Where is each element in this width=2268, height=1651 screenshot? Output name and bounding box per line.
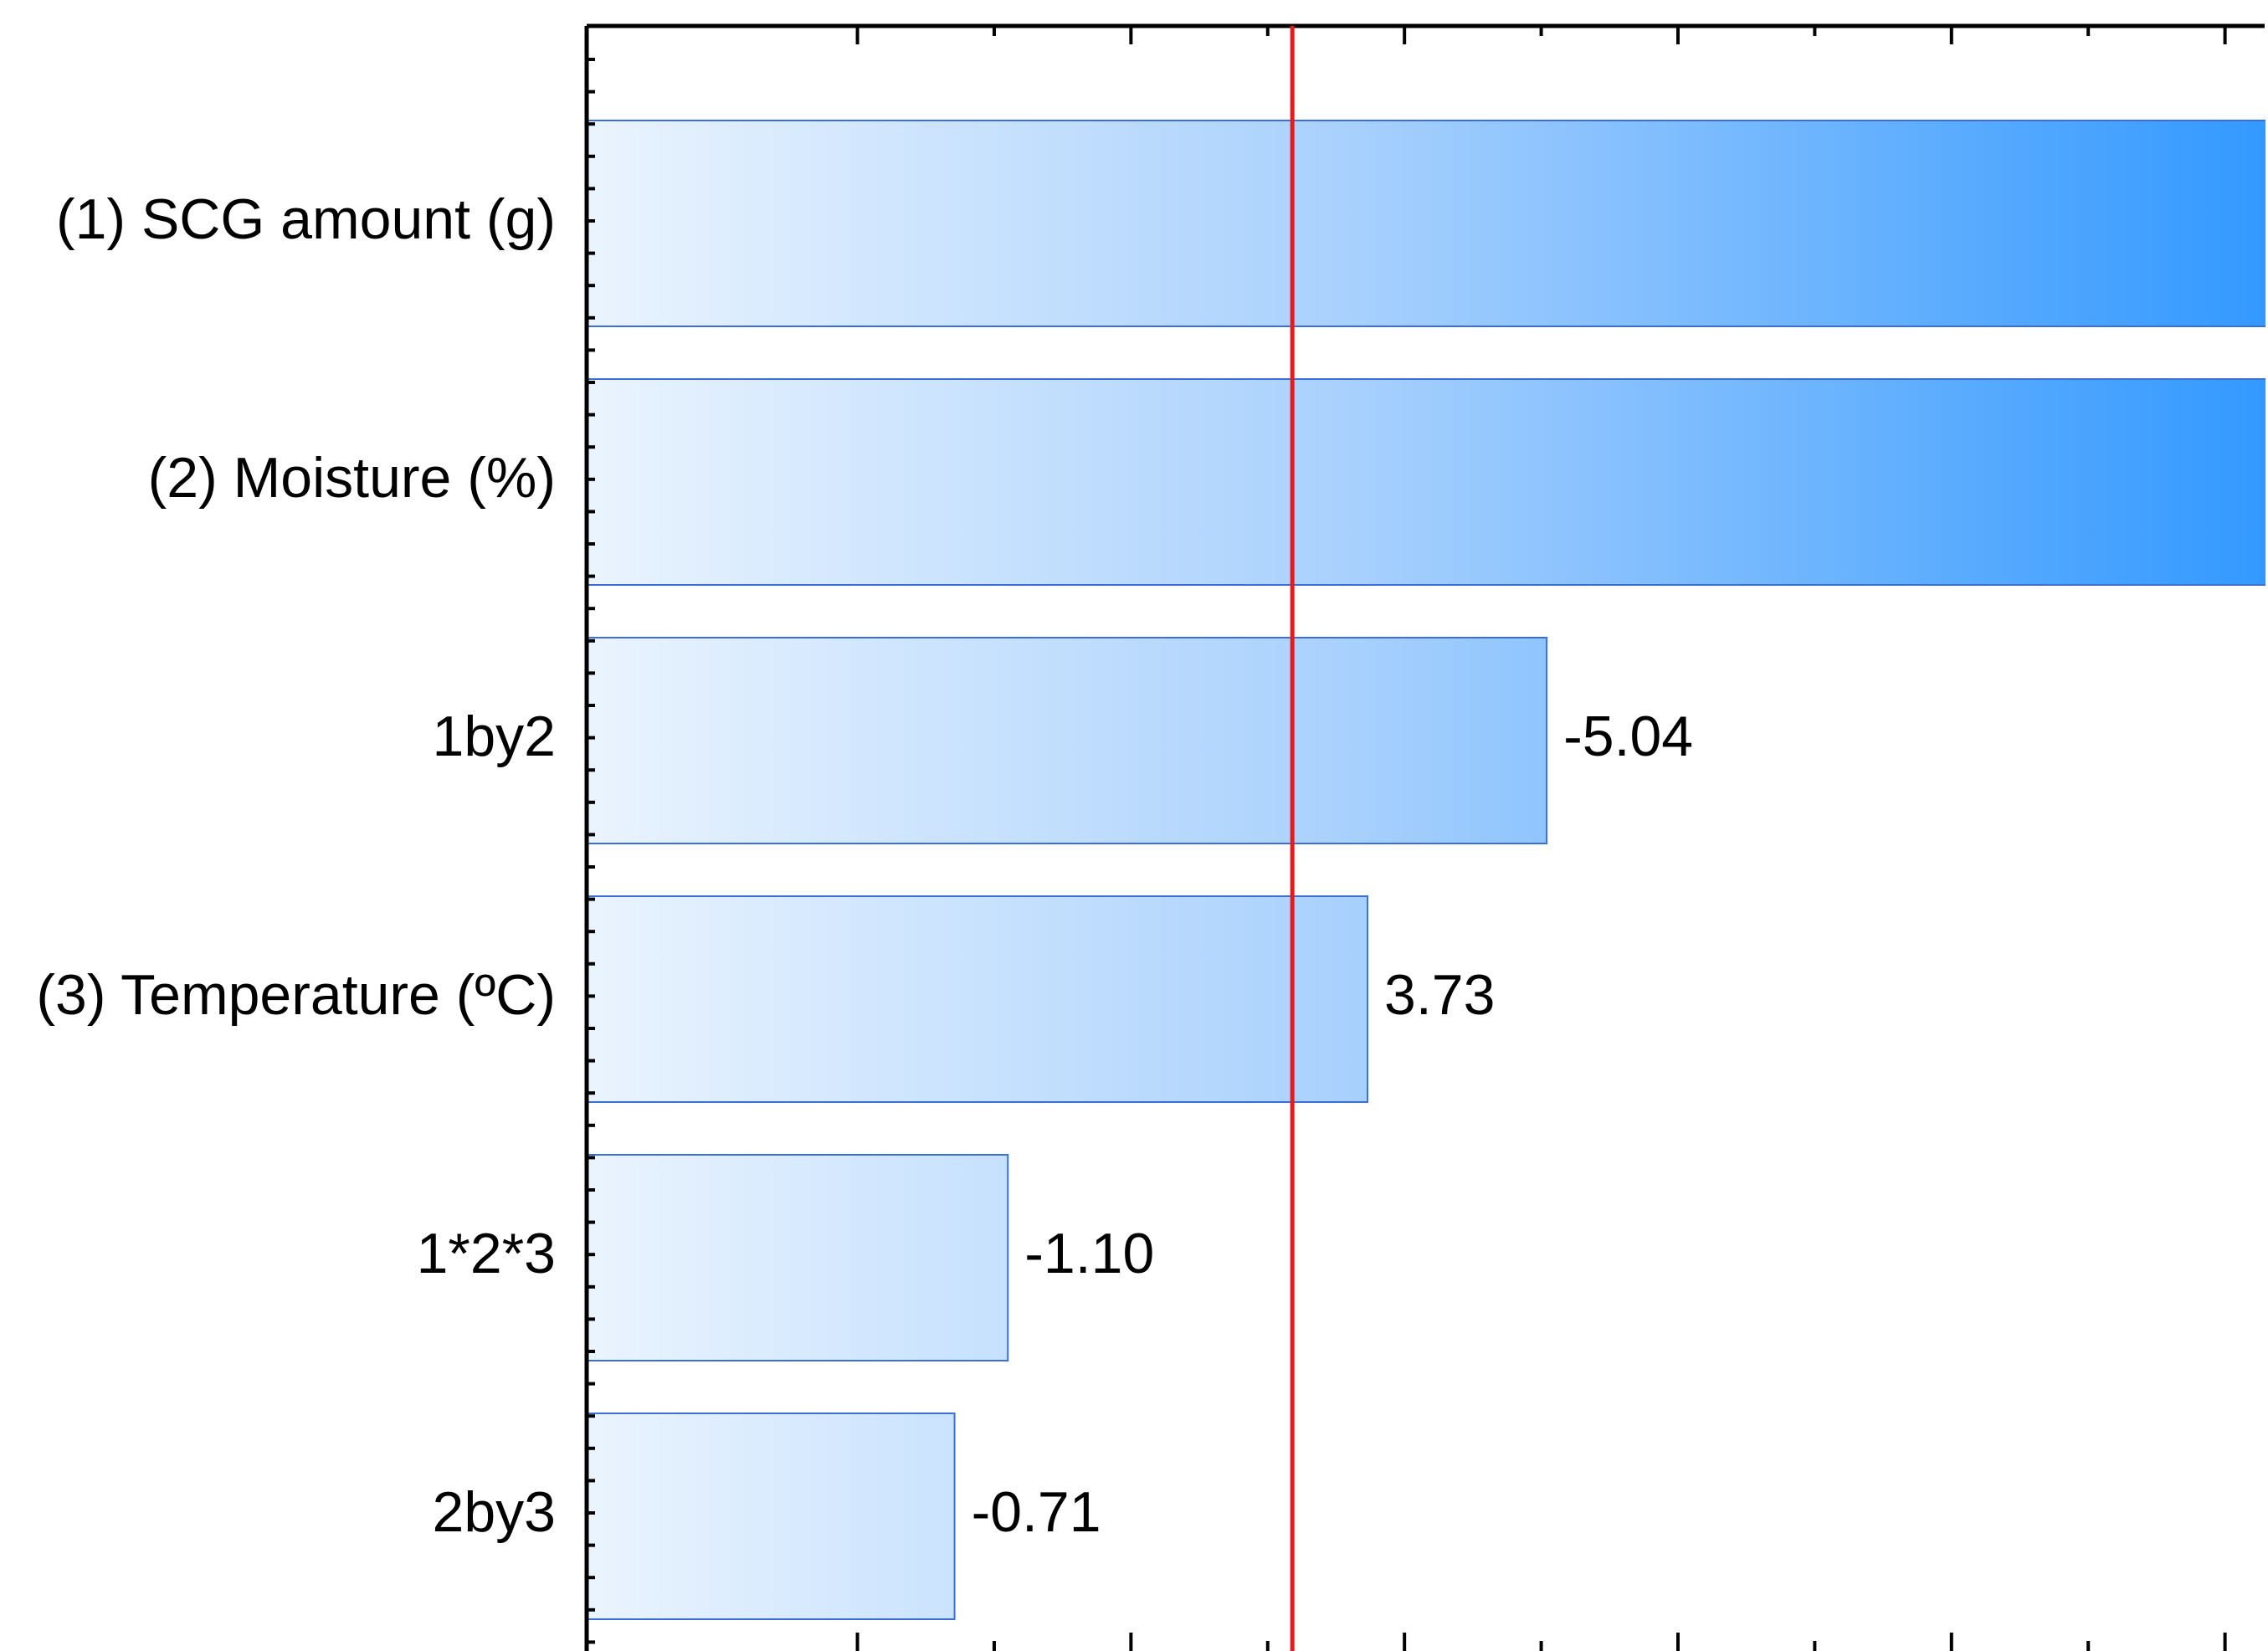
y-tick-label: 1*2*3 [417,1222,556,1285]
value-label: -0.71 [972,1480,1101,1544]
bar [587,1413,956,1620]
value-label: -5.04 [1563,705,1693,768]
bar [587,120,2265,327]
bar [587,895,1369,1103]
y-tick-label: (1) SCG amount (g) [56,187,556,251]
plot-area [587,120,2265,1620]
value-label: 3.73 [1384,963,1495,1027]
bar [587,637,1548,844]
value-label: -1.10 [1024,1222,1154,1285]
bar [587,378,2265,586]
y-tick-label: (3) Temperature (ºC) [36,963,556,1027]
y-tick-label: (2) Moisture (%) [148,446,556,510]
y-tick-label: 1by2 [433,705,556,768]
y-tick-label: 2by3 [433,1480,556,1544]
bar [587,1154,1009,1361]
